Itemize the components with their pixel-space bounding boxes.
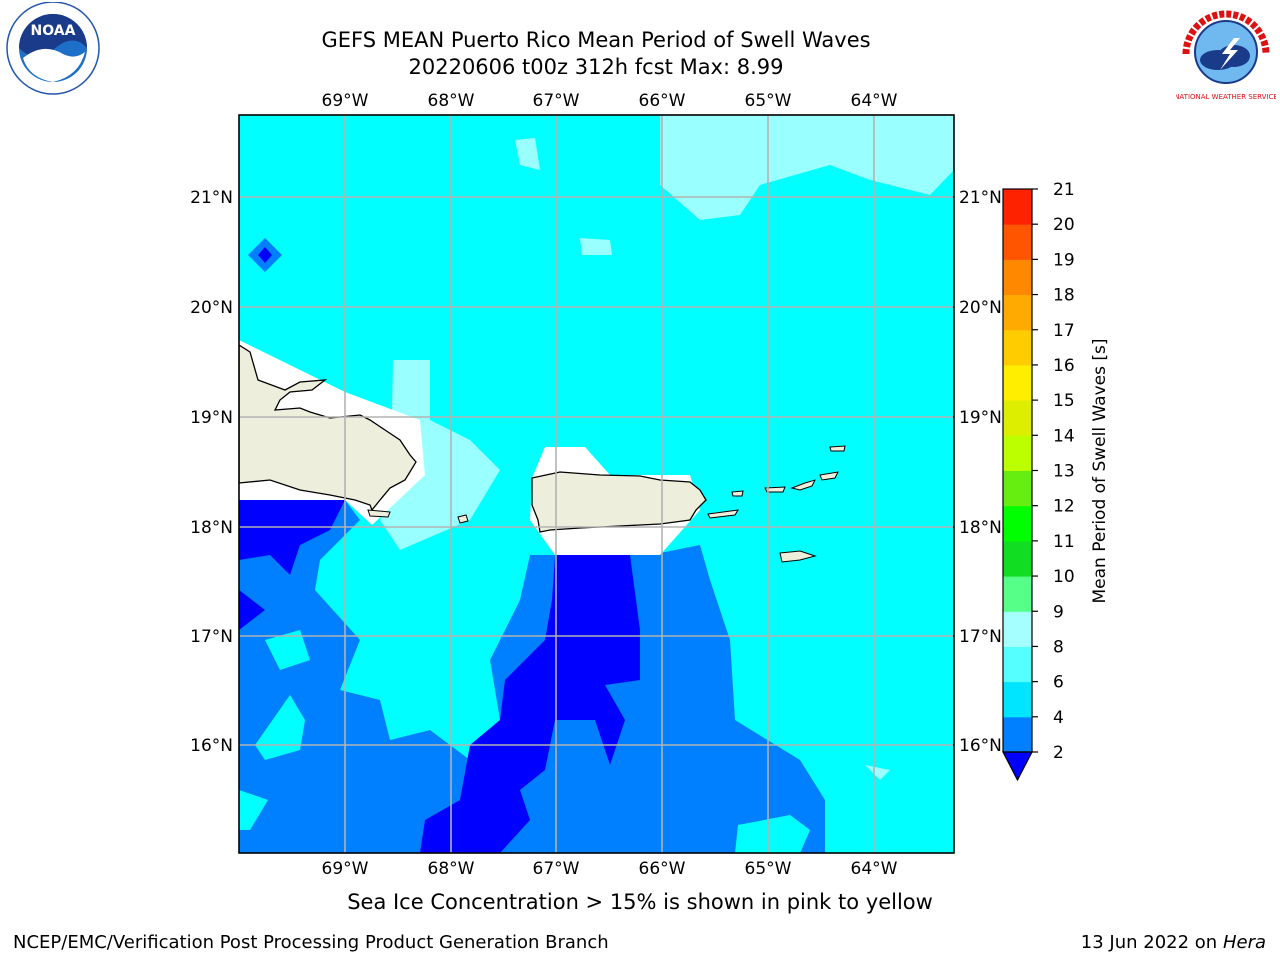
- colorbar-tick-label: 9: [1053, 602, 1064, 622]
- colorbar-segment: [1003, 505, 1032, 542]
- contour-8-9s-patch: [660, 115, 954, 220]
- lon-label: 64°W: [851, 91, 898, 111]
- noaa-logo: NOAA: [6, 2, 100, 95]
- lat-labels-left: 21°N 20°N 19°N 18°N 17°N 16°N: [190, 188, 233, 756]
- swell-period-field: [239, 115, 954, 853]
- colorbar-tick-label: 8: [1053, 637, 1064, 657]
- lat-label: 21°N: [959, 188, 1002, 208]
- contour-8-9s-patch: [380, 360, 500, 550]
- contour-2-4s-area: [239, 500, 345, 575]
- colorbar-segment: [1003, 576, 1032, 612]
- lon-label: 67°W: [533, 91, 580, 111]
- map-frame: [238, 114, 955, 854]
- colorbar-segment: [1003, 470, 1032, 507]
- lon-label: 65°W: [745, 859, 792, 879]
- contour-8-9s-patch: [580, 238, 612, 255]
- lat-label: 18°N: [190, 518, 233, 538]
- lat-label: 20°N: [959, 298, 1002, 318]
- colorbar-tick-label: 10: [1053, 567, 1075, 587]
- lon-labels-bottom: 69°W 68°W 67°W 66°W 65°W 64°W: [322, 859, 898, 879]
- colorbar-tick-label: 6: [1053, 673, 1064, 693]
- contour-2-4s-area: [420, 555, 640, 853]
- contour-2-4s-area: [239, 590, 265, 630]
- colorbar-tick-label: 15: [1053, 391, 1075, 411]
- contour-6-8s-patch: [265, 630, 310, 670]
- contour-6-8s-patch: [255, 695, 305, 760]
- lon-label: 68°W: [428, 859, 475, 879]
- colorbar-tick-label: 16: [1053, 356, 1075, 376]
- colorbar-segment: [1003, 646, 1032, 683]
- colorbar-segment: [1003, 681, 1032, 718]
- lat-label: 17°N: [959, 627, 1002, 647]
- colorbar-tick-label: 12: [1053, 497, 1075, 517]
- map-title: GEFS MEAN Puerto Rico Mean Period of Swe…: [321, 28, 871, 52]
- lat-label: 21°N: [190, 188, 233, 208]
- lon-label: 68°W: [428, 91, 475, 111]
- nws-logo: NATIONAL WEATHER SERVICE: [1176, 6, 1276, 101]
- colorbar-tick-label: 18: [1053, 286, 1075, 306]
- vieques-island: [707, 509, 739, 519]
- noaa-logo-text: NOAA: [31, 23, 76, 39]
- colorbar-segment: [1003, 540, 1032, 577]
- colorbar-tick-label: 11: [1053, 532, 1075, 552]
- colorbar-under-extension: [1002, 751, 1033, 782]
- lat-label: 16°N: [190, 736, 233, 756]
- hispaniola-saona-island: [367, 509, 391, 518]
- mona-island: [457, 514, 469, 524]
- map-subtitle: 20220606 t00z 312h fcst Max: 8.99: [408, 55, 784, 79]
- contour-6-8s-patch: [239, 790, 268, 830]
- lat-label: 19°N: [190, 408, 233, 428]
- lat-label: 17°N: [190, 627, 233, 647]
- colorbar-segment: [1003, 435, 1032, 471]
- colorbar-tick-label: 4: [1053, 708, 1064, 728]
- date-text: 13 Jun 2022 on: [1080, 932, 1218, 953]
- lon-labels-top: 69°W 68°W 67°W 66°W 65°W 64°W: [322, 91, 898, 111]
- st-croix-island: [779, 550, 817, 563]
- date-stamp: 13 Jun 2022 on Hera: [1081, 932, 1266, 953]
- lat-label: 18°N: [959, 518, 1002, 538]
- colorbar-tick-label: 14: [1053, 426, 1075, 446]
- contour-8-9s-patch: [865, 765, 890, 780]
- host-name: Hera: [1222, 932, 1266, 953]
- nws-logo-text: NATIONAL WEATHER SERVICE: [1176, 93, 1276, 101]
- colorbar-segment: [1003, 224, 1032, 260]
- lat-label: 19°N: [959, 408, 1002, 428]
- colorbar-tick-label: 13: [1053, 462, 1075, 482]
- lat-labels-right: 21°N 20°N 19°N 18°N 17°N 16°N: [959, 188, 1002, 756]
- colorbar-segment: [1003, 259, 1032, 296]
- colorbar-segment: [1003, 716, 1032, 753]
- lon-label: 69°W: [322, 859, 369, 879]
- colorbar-segment: [1003, 400, 1032, 436]
- colorbar-segment: [1003, 329, 1032, 366]
- lon-label: 64°W: [851, 859, 898, 879]
- colorbar-tick-label: 21: [1053, 180, 1075, 200]
- colorbar-segment: [1003, 364, 1032, 401]
- lon-label: 66°W: [639, 91, 686, 111]
- culebra-island: [731, 490, 744, 497]
- credit-text: NCEP/EMC/Verification Post Processing Pr…: [13, 932, 609, 953]
- lon-label: 65°W: [745, 91, 792, 111]
- gridlines: [239, 115, 954, 853]
- lon-label: 69°W: [322, 91, 369, 111]
- lon-label: 66°W: [639, 859, 686, 879]
- contour-6-8s-patch: [735, 815, 810, 853]
- colorbar-segment: [1003, 611, 1032, 647]
- colorbar-tick-label: 20: [1053, 215, 1075, 235]
- lat-label: 16°N: [959, 736, 1002, 756]
- colorbar: 2 4 6 8 9 10 11 12 13 14 15 16 17 18 19 20 21: [1002, 180, 1075, 782]
- contour-8-9s-patch: [515, 138, 540, 170]
- colorbar-tick-label: 17: [1053, 321, 1075, 341]
- lon-label: 67°W: [533, 859, 580, 879]
- virgin-islands: [764, 445, 846, 493]
- colorbar-label: Mean Period of Swell Waves [s]: [1090, 339, 1110, 604]
- colorbar-tick-label: 19: [1053, 250, 1075, 270]
- lat-label: 20°N: [190, 298, 233, 318]
- sea-ice-note: Sea Ice Concentration > 15% is shown in …: [347, 890, 933, 914]
- contour-2-4s-patch: [258, 247, 272, 263]
- colorbar-segment: [1003, 294, 1032, 331]
- colorbar-segment: [1003, 189, 1032, 225]
- colorbar-tick-label: 2: [1053, 743, 1064, 763]
